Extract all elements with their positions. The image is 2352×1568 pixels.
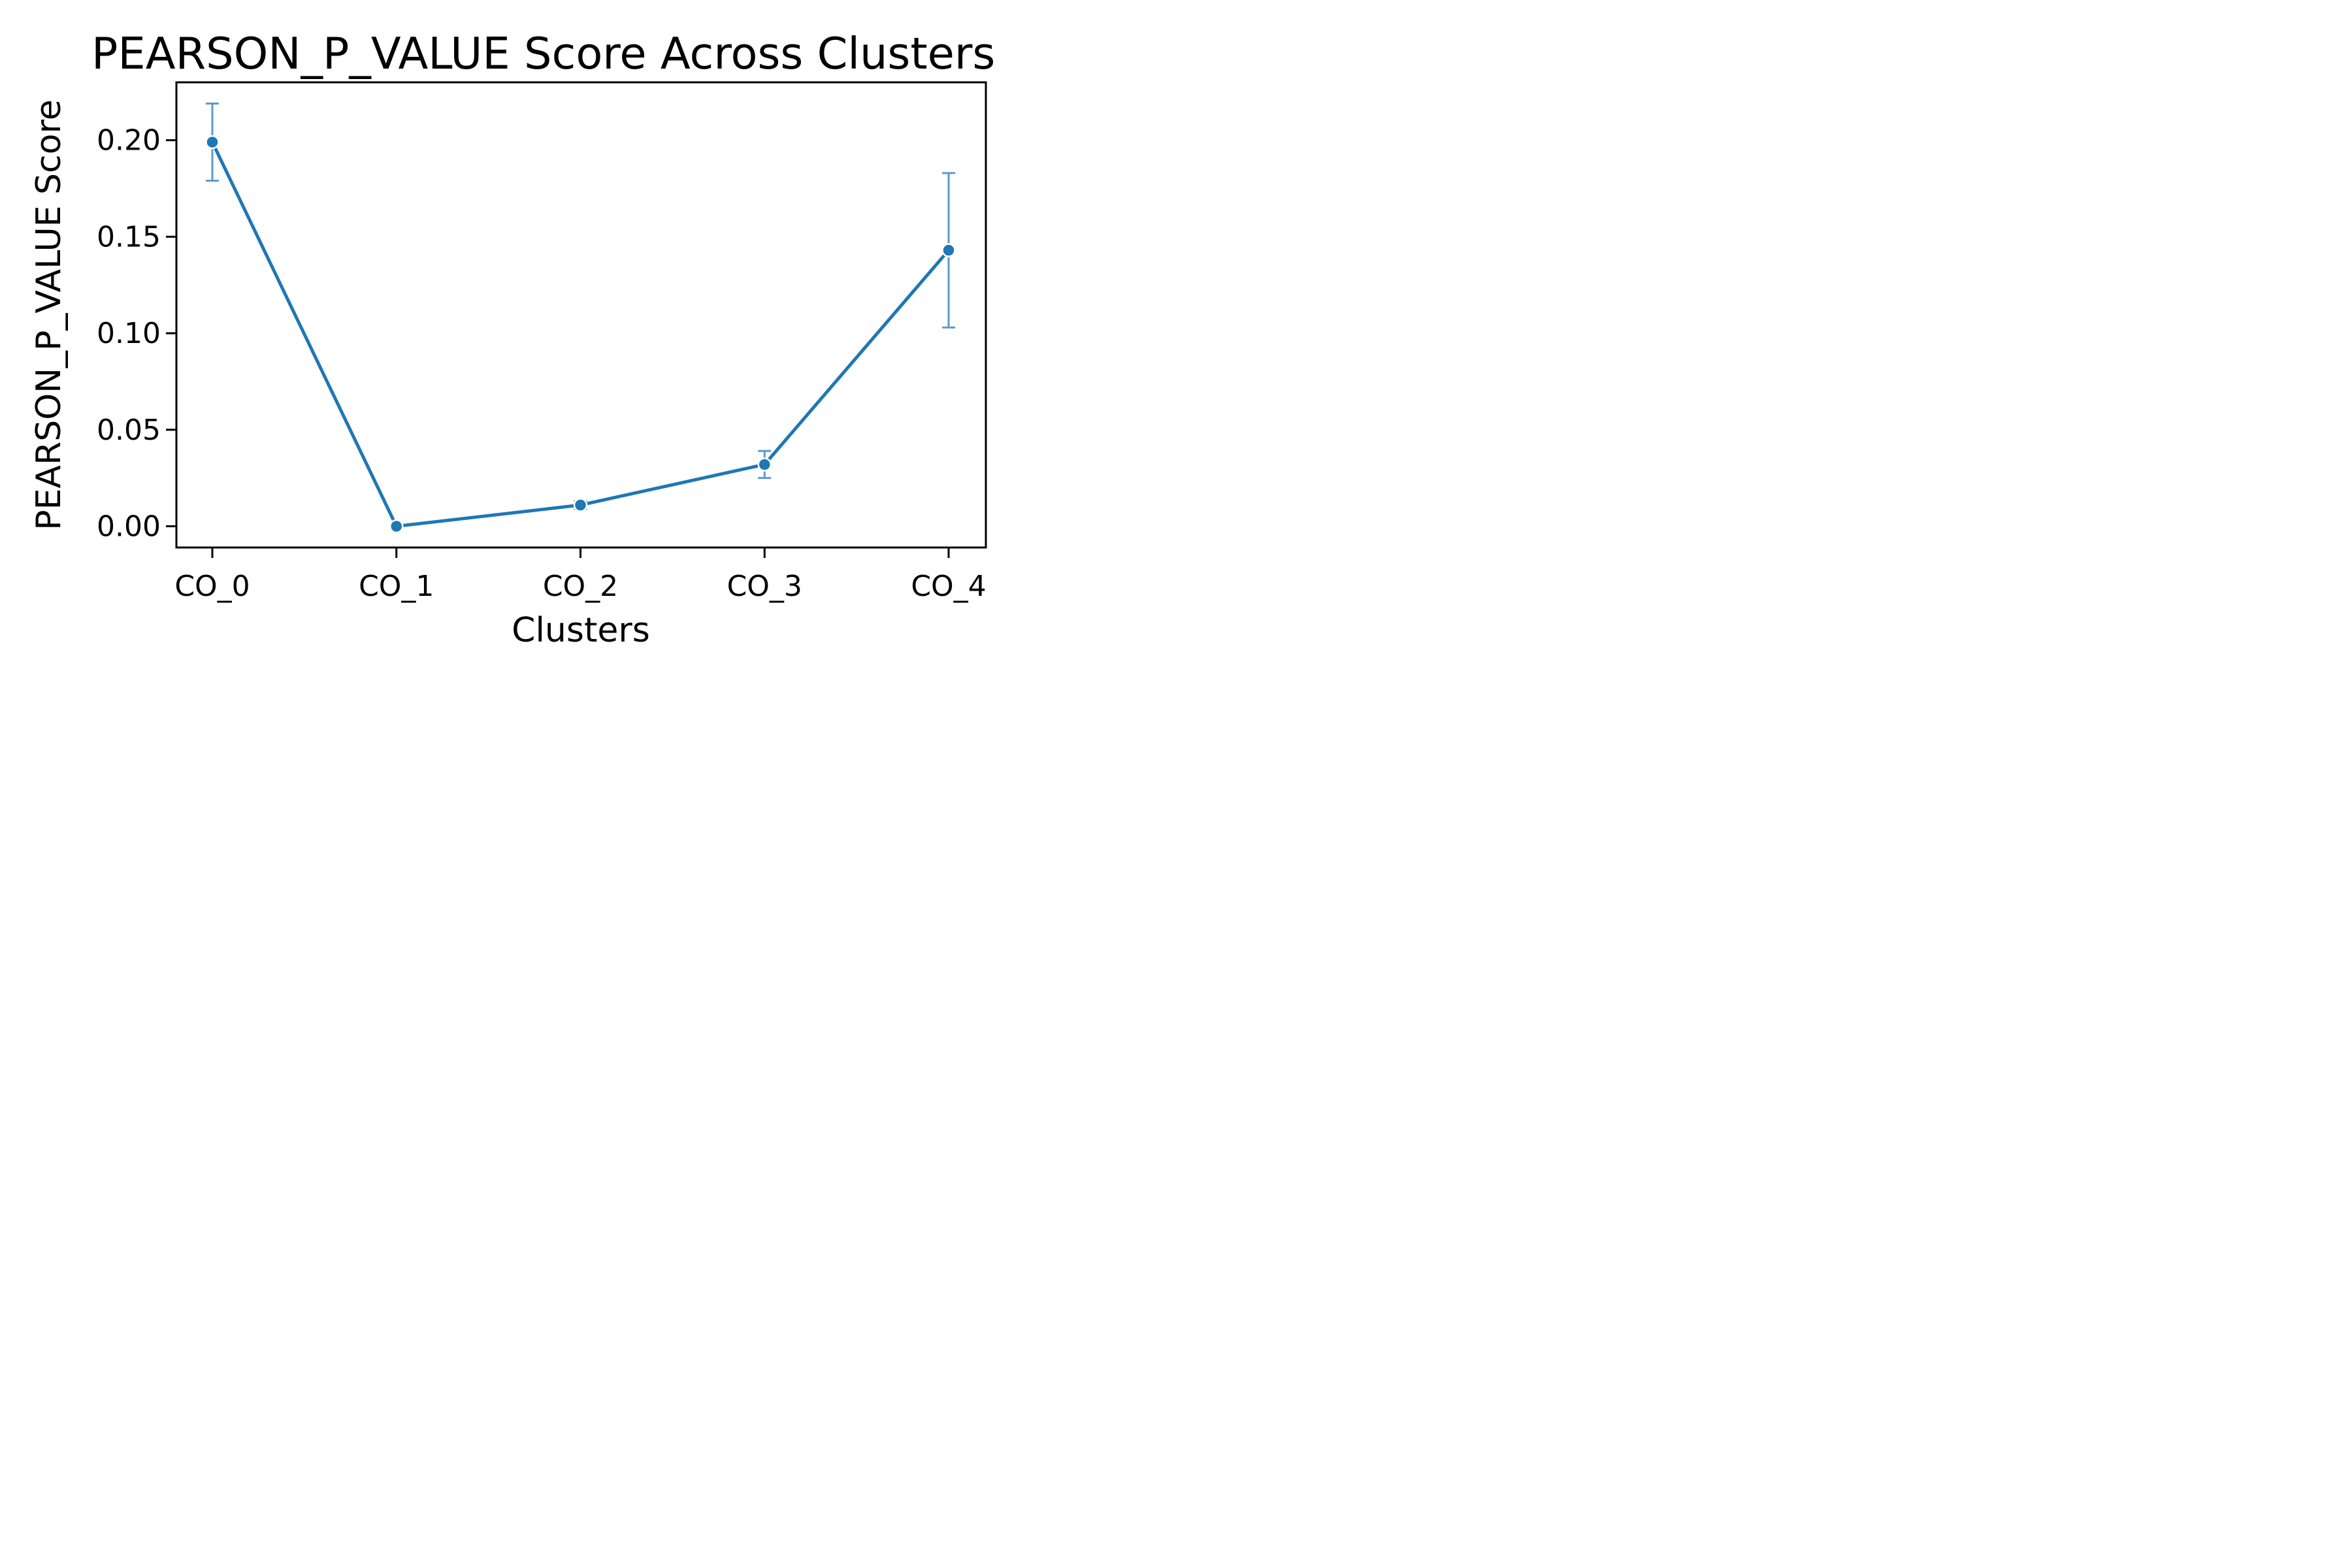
x-tick-label: CO_0 [174,570,250,603]
y-axis: 0.00 0.05 0.10 0.15 0.20 [97,124,176,544]
data-point [941,243,956,257]
x-tick-label: CO_2 [543,570,618,603]
y-axis-label: PEARSON_P_VALUE Score [29,99,69,530]
x-tick-label: CO_4 [911,570,986,603]
y-tick-label: 0.05 [97,414,161,447]
y-tick-label: 0.20 [97,124,161,157]
plot-frame [175,81,987,549]
chart: PEARSON_P_VALUE Score Across Clusters 0.… [29,28,995,650]
x-axis-label: Clusters [512,611,650,650]
x-tick-label: CO_1 [359,570,434,603]
data-point [573,498,588,512]
y-tick-label: 0.15 [97,220,161,253]
data-point [205,135,220,150]
data-point [757,457,772,472]
plot-area [205,102,956,534]
y-tick-label: 0.00 [97,510,161,544]
chart-title: PEARSON_P_VALUE Score Across Clusters [91,28,995,79]
data-point [389,519,404,534]
series-line [210,141,950,529]
y-tick-label: 0.10 [97,317,161,350]
x-axis: CO_0 CO_1 CO_2 CO_3 CO_4 [174,547,987,603]
x-tick-label: CO_3 [727,570,802,603]
